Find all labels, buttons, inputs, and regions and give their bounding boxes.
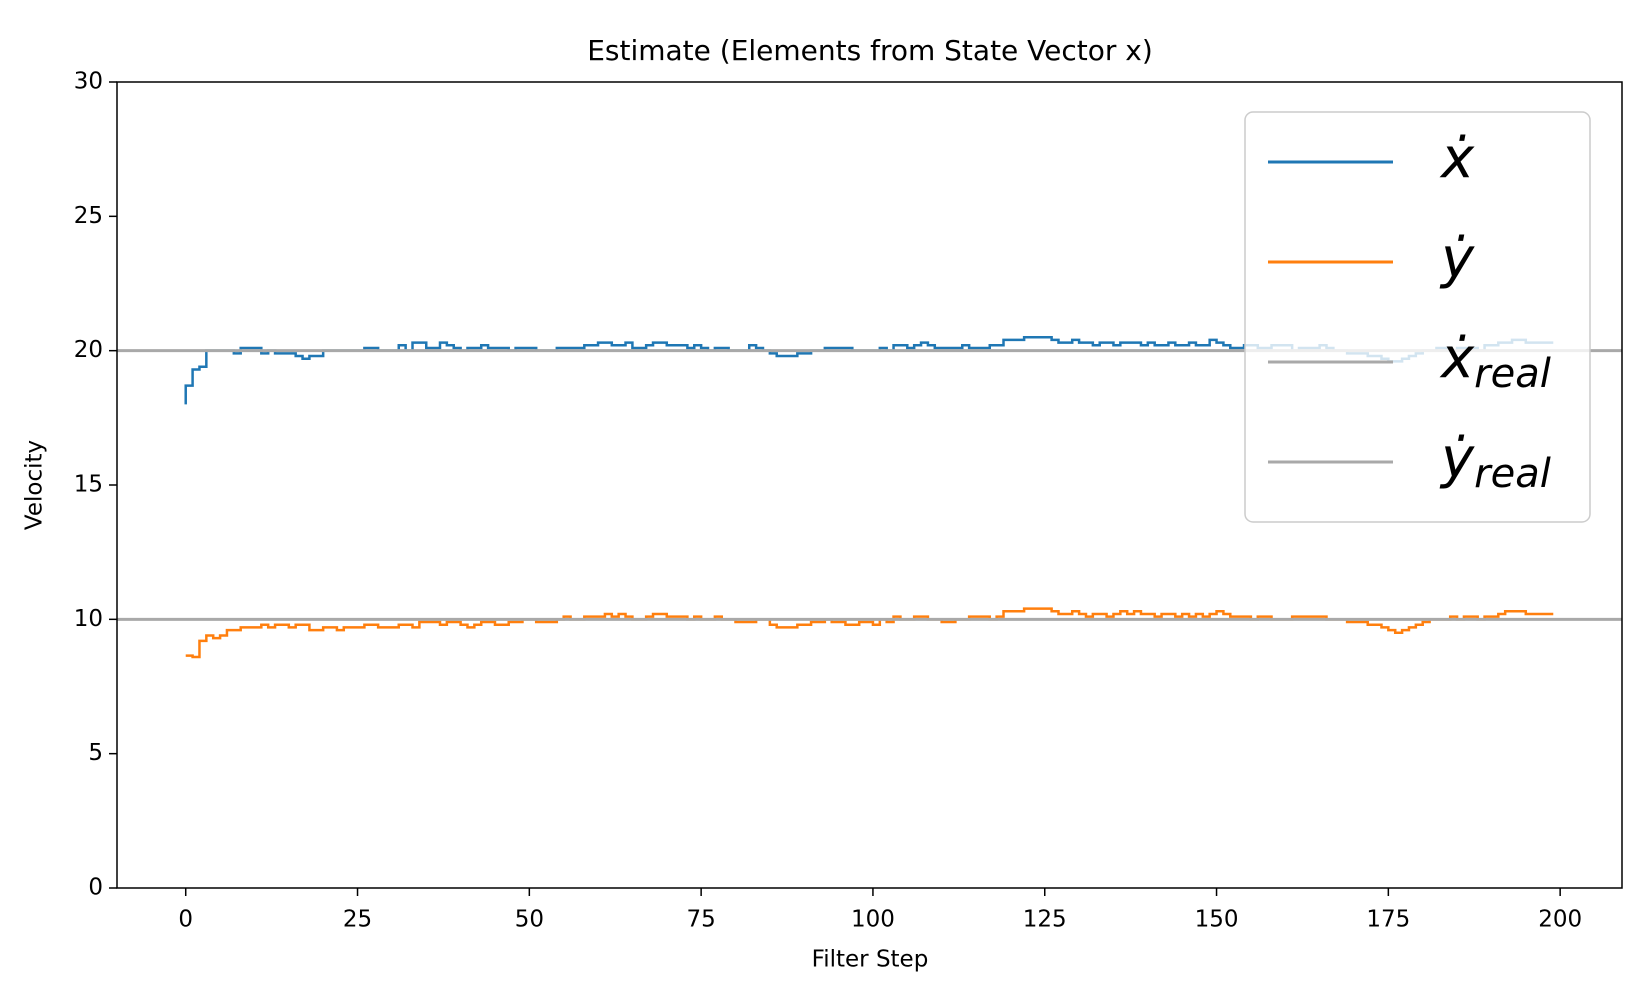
y-tick-label: 5 — [88, 740, 103, 766]
plot-frame — [116, 81, 1623, 889]
x-tick-label: 75 — [686, 907, 715, 933]
legend-label-main: ẏ — [1439, 226, 1475, 291]
legend-label: ẏreal — [1439, 426, 1551, 497]
legend-label-main: ẏ — [1439, 426, 1475, 491]
y-axis-label: Velocity — [22, 440, 48, 530]
y-tick-label: 0 — [88, 875, 103, 901]
legend-label: ẏ — [1439, 226, 1475, 291]
x-axis-label: Filter Step — [812, 947, 929, 973]
legend-label-sub: real — [1474, 451, 1551, 497]
legend-label-main: ẋ — [1439, 326, 1475, 391]
x-tick-label: 50 — [515, 907, 544, 933]
legend-label-main: ẋ — [1439, 126, 1475, 191]
legend-box — [1244, 111, 1591, 523]
y-tick-label: 10 — [74, 606, 103, 632]
chart-title: Estimate (Elements from State Vector x) — [587, 34, 1153, 67]
legend-label-sub: real — [1474, 351, 1551, 397]
x-tick-label: 125 — [1023, 907, 1067, 933]
y-tick-label: 25 — [74, 203, 103, 229]
x-tick-label: 25 — [343, 907, 372, 933]
legend-label: ẋreal — [1439, 326, 1551, 397]
x-tick-label: 150 — [1195, 907, 1239, 933]
x-tick-label: 100 — [851, 907, 895, 933]
legend-label: ẋ — [1439, 126, 1475, 191]
series-line — [185, 607, 1554, 659]
y-tick-label: 15 — [74, 472, 103, 498]
x-tick-label: 175 — [1366, 907, 1410, 933]
x-tick-label: 0 — [178, 907, 193, 933]
x-tick-label: 200 — [1538, 907, 1582, 933]
y-tick-label: 30 — [74, 69, 103, 95]
y-tick-label: 20 — [74, 337, 103, 363]
